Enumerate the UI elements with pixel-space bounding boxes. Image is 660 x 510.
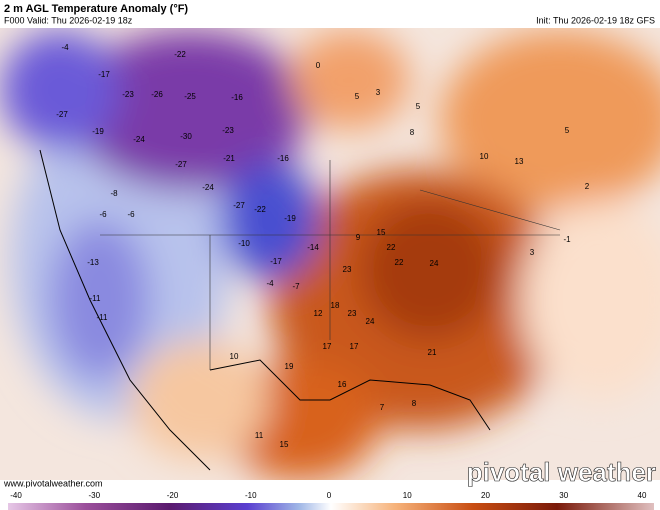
map-value: 17 — [323, 342, 332, 351]
map-value: 2 — [585, 182, 590, 191]
map-value: -27 — [56, 110, 68, 119]
logo: pivotal weather — [467, 457, 656, 487]
colorbar-tick-label: 10 — [403, 491, 412, 500]
map-value: 23 — [348, 309, 357, 318]
init-time: Init: Thu 2026-02-19 18z GFS — [536, 15, 655, 25]
map-value: -11 — [90, 294, 102, 303]
map-value: 3 — [376, 88, 381, 97]
map-value: 15 — [377, 228, 386, 237]
map-value: -24 — [202, 183, 214, 192]
map-value: -16 — [231, 93, 243, 102]
map-value: 8 — [412, 399, 417, 408]
map-value: 22 — [387, 243, 396, 252]
map-value: 21 — [428, 348, 437, 357]
map-value: -22 — [174, 50, 186, 59]
map-value: 16 — [338, 380, 347, 389]
map-value: -11 — [97, 313, 109, 322]
map-value: -6 — [127, 210, 135, 219]
map-value: 5 — [355, 92, 360, 101]
map-value: -19 — [92, 127, 104, 136]
colorbar-tick-label: 40 — [638, 491, 647, 500]
map-value: -6 — [99, 210, 107, 219]
map-value: 24 — [366, 317, 375, 326]
map-value: 0 — [316, 61, 321, 70]
map-value: -17 — [98, 70, 110, 79]
map-value: -14 — [307, 243, 319, 252]
map-value: 15 — [280, 440, 289, 449]
colorbar-tick-label: -10 — [245, 491, 257, 500]
valid-time: F000 Valid: Thu 2026-02-19 18z — [4, 15, 133, 25]
url: www.pivotalweather.com — [3, 478, 103, 488]
map-value: -17 — [270, 257, 282, 266]
colorbar-tick-label: 0 — [327, 491, 332, 500]
map-value: -22 — [254, 205, 266, 214]
map-value: -4 — [61, 43, 69, 52]
map-value: 7 — [380, 403, 385, 412]
colorbar-tick-label: -20 — [167, 491, 179, 500]
map-value: 3 — [530, 248, 535, 257]
colorbar — [8, 503, 654, 510]
map-value: -16 — [277, 154, 289, 163]
map-value: 10 — [480, 152, 489, 161]
map-value: 9 — [356, 233, 361, 242]
map-value: -23 — [122, 90, 134, 99]
title: 2 m AGL Temperature Anomaly (°F) — [4, 3, 188, 15]
map-value: 23 — [343, 265, 352, 274]
map-value: 11 — [255, 431, 264, 440]
map-value: -23 — [222, 126, 234, 135]
map-value: 17 — [350, 342, 359, 351]
colorbar-tick-label: -40 — [10, 491, 22, 500]
map-value: -4 — [266, 279, 274, 288]
map-value: 19 — [285, 362, 294, 371]
map-value: 12 — [314, 309, 323, 318]
map-value: -10 — [238, 239, 250, 248]
map-value: 22 — [395, 258, 404, 267]
map-value: 18 — [331, 301, 340, 310]
map-value: -27 — [175, 160, 187, 169]
map-value: 10 — [230, 352, 239, 361]
map-value: -13 — [87, 258, 99, 267]
map-value: -1 — [563, 235, 571, 244]
map-value: -21 — [223, 154, 235, 163]
colorbar-ticks: -40 -30 -20 -10 0 10 20 30 40 — [10, 491, 647, 500]
map-value: -8 — [110, 189, 118, 198]
map — [0, 28, 660, 480]
map-value: -25 — [184, 92, 196, 101]
map-value: -27 — [233, 201, 245, 210]
map-value: -26 — [151, 90, 163, 99]
colorbar-tick-label: 30 — [559, 491, 568, 500]
map-value: -24 — [133, 135, 145, 144]
map-value: 8 — [410, 128, 415, 137]
map-value: -19 — [284, 214, 296, 223]
colorbar-tick-label: -30 — [88, 491, 100, 500]
map-value: 24 — [430, 259, 439, 268]
map-value: -7 — [292, 282, 300, 291]
map-labels: -4-22-17-23 -26 -25 -16-27-19-30-24-23-21 -1… — [56, 43, 590, 449]
map-value: 5 — [565, 126, 570, 135]
colorbar-tick-label: 20 — [481, 491, 490, 500]
map-value: 5 — [416, 102, 421, 111]
map-value: 13 — [515, 157, 524, 166]
map-value: -30 — [180, 132, 192, 141]
